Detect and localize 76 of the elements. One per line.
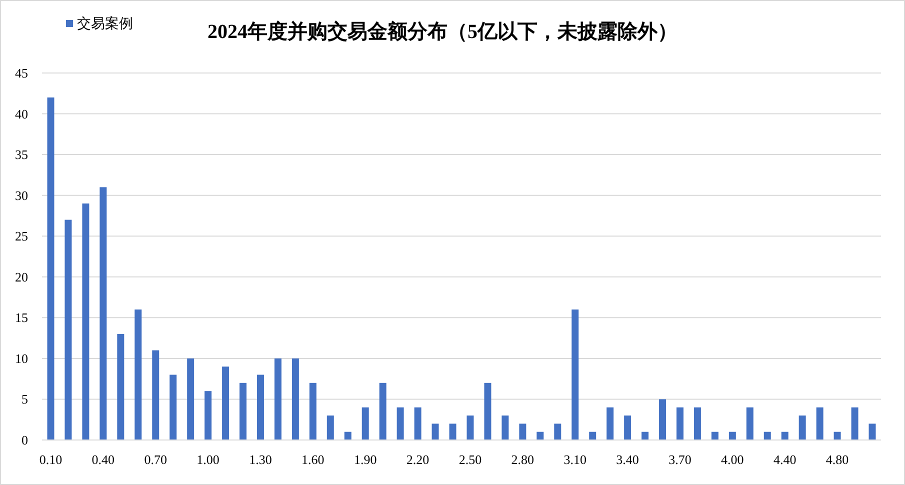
- bar: [798, 416, 806, 440]
- bar: [834, 432, 841, 440]
- y-tick-label: 20: [15, 269, 28, 284]
- bar: [82, 203, 90, 440]
- y-tick-label: 0: [22, 432, 28, 448]
- bar: [466, 416, 474, 440]
- bar: [746, 407, 754, 440]
- y-tick-label: 40: [15, 106, 28, 122]
- x-tick-label: 2.50: [458, 452, 482, 467]
- bar: [326, 416, 334, 440]
- y-tick-label: 5: [22, 392, 28, 407]
- bar: [240, 382, 247, 440]
- bar: [134, 310, 142, 440]
- bar: [292, 358, 299, 440]
- bar: [519, 424, 526, 440]
- bar: [187, 358, 194, 440]
- bar: [204, 391, 212, 440]
- bar: [414, 407, 422, 440]
- y-tick-label: 35: [15, 147, 28, 162]
- x-tick-label: 3.70: [668, 452, 692, 467]
- bar: [502, 416, 509, 440]
- bar: [676, 407, 684, 440]
- bar: [851, 407, 858, 440]
- x-tick-label: 2.80: [511, 452, 534, 467]
- bar: [536, 432, 544, 440]
- bar: [554, 424, 562, 440]
- x-tick-label: 3.40: [616, 452, 639, 467]
- y-tick-label: 10: [15, 350, 28, 366]
- bar: [222, 366, 230, 440]
- bar: [362, 407, 369, 440]
- bar: [484, 382, 492, 440]
- bar: [659, 399, 666, 440]
- bar: [868, 424, 876, 440]
- legend-label: 交易案例: [77, 15, 133, 31]
- y-tick-label: 30: [15, 188, 28, 203]
- bar: [432, 424, 439, 440]
- bar: [728, 432, 736, 440]
- bar: [309, 382, 316, 440]
- bar: [606, 407, 614, 440]
- bar: [589, 432, 596, 440]
- x-tick-label: 4.00: [721, 452, 744, 467]
- bar: [694, 407, 701, 440]
- bar: [274, 358, 282, 440]
- bar: [816, 407, 824, 440]
- x-tick-label: 1.00: [196, 452, 220, 467]
- bar: [781, 432, 788, 440]
- bar: [764, 432, 771, 440]
- bar: [170, 374, 177, 440]
- y-tick-label: 45: [15, 66, 28, 80]
- bar: [379, 382, 386, 440]
- x-tick-label: 0.70: [144, 452, 167, 467]
- x-tick-label: 1.60: [302, 452, 324, 467]
- bar: [344, 432, 352, 440]
- x-tick-label: 1.30: [249, 452, 272, 467]
- y-tick-label: 15: [15, 310, 28, 326]
- x-tick-label: 0.10: [39, 452, 62, 467]
- x-tick-label: 4.40: [773, 452, 796, 467]
- x-tick-label: 2.20: [406, 452, 430, 467]
- bar: [64, 220, 72, 440]
- bar: [624, 416, 632, 440]
- x-tick-label: 0.40: [92, 452, 115, 467]
- bar: [449, 424, 456, 440]
- bar: [572, 310, 579, 440]
- y-tick-label: 25: [15, 228, 28, 244]
- bar: [711, 432, 718, 440]
- bar: [47, 97, 54, 440]
- x-tick-label: 3.10: [564, 452, 586, 467]
- bar: [396, 407, 404, 440]
- bar: [256, 374, 264, 440]
- bar: [152, 350, 160, 440]
- bar: [100, 187, 107, 440]
- chart-title: 2024年度并购交易金额分布（5亿以下，未披露除外）: [208, 20, 678, 43]
- x-tick-label: 4.80: [826, 452, 849, 467]
- bar: [117, 334, 124, 440]
- bar: [642, 432, 649, 440]
- x-tick-label: 1.90: [354, 452, 377, 467]
